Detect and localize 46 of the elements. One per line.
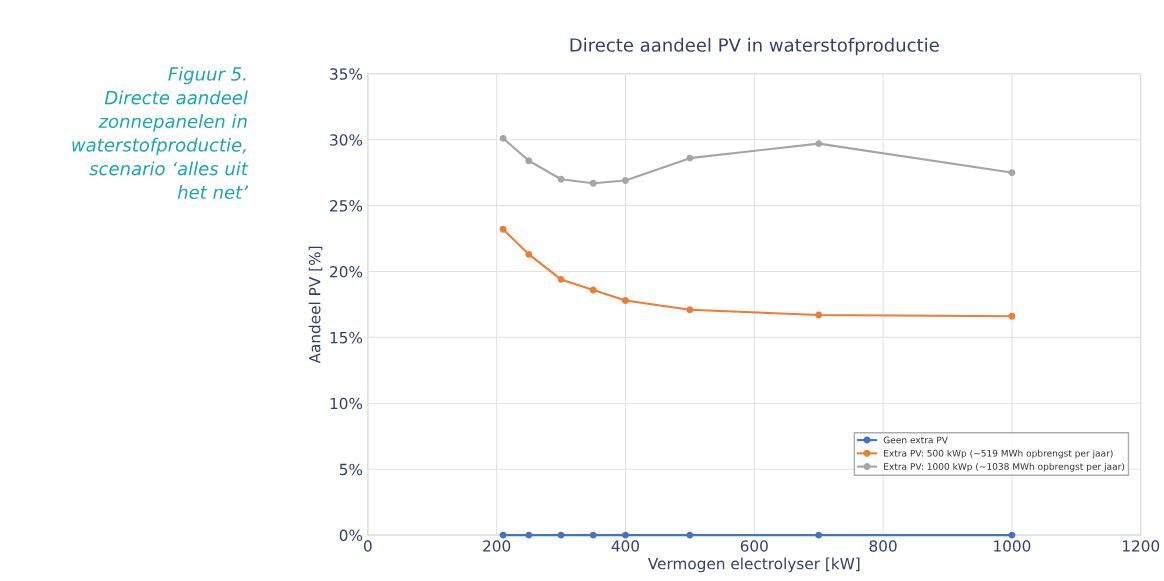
- chart-title: Directe aandeel PV in waterstofproductie: [570, 37, 939, 56]
- y-tick-label: 35%: [330, 68, 363, 80]
- legend-label: Extra PV: 1000 kWp (~1038 MWh opbrengst per jaar): [884, 462, 1125, 472]
- point: [815, 531, 823, 539]
- legend-label: Extra PV: 500 kWp (~519 MWh opbrengst per jaar): [884, 449, 1113, 459]
- point: [1008, 531, 1016, 539]
- x-tick-label: 0: [363, 540, 372, 552]
- point: [525, 531, 533, 539]
- x-tick-label: 400: [611, 540, 640, 552]
- x-tick-label: 1200: [1122, 540, 1160, 552]
- x-tick-label: 200: [483, 540, 511, 552]
- point: [557, 175, 565, 183]
- point: [589, 286, 597, 294]
- point: [815, 140, 823, 148]
- y-tick-label: 30%: [330, 134, 363, 146]
- point: [525, 157, 533, 165]
- point: [1008, 169, 1016, 177]
- x-tick-label: 600: [740, 540, 768, 552]
- point: [686, 531, 694, 539]
- point: [1008, 312, 1016, 320]
- x-axis-title: Vermogen electrolyser [kW]: [647, 557, 860, 573]
- x-tick-label: 800: [869, 540, 897, 552]
- y-tick-label: 5%: [339, 463, 363, 476]
- x-tick-label: 1000: [994, 540, 1031, 552]
- y-tick-label: 0%: [339, 529, 363, 542]
- point: [589, 179, 597, 187]
- y-tick-label: 10%: [330, 397, 363, 410]
- y-tick-label: 20%: [330, 265, 363, 278]
- point: [557, 275, 565, 283]
- y-axis-title: Aandeel PV [%]: [308, 246, 323, 364]
- point: [621, 297, 629, 304]
- y-tick-label: 25%: [330, 200, 363, 212]
- point: [525, 250, 533, 258]
- point: [621, 531, 629, 539]
- y-tick-label: 15%: [330, 331, 363, 344]
- legend-label: Geen extra PV: [883, 436, 948, 444]
- point: [815, 311, 823, 319]
- point: [589, 531, 597, 539]
- point: [499, 531, 507, 539]
- point: [621, 177, 629, 185]
- point: [499, 225, 507, 233]
- text: Figuur 5. Directe aandeel zonnepanelen in waterstofproductie, scenario ‘alles uit het net’: [72, 66, 249, 200]
- point: [686, 154, 694, 162]
- point: [557, 531, 565, 539]
- point: [499, 134, 507, 142]
- point: [686, 306, 694, 314]
